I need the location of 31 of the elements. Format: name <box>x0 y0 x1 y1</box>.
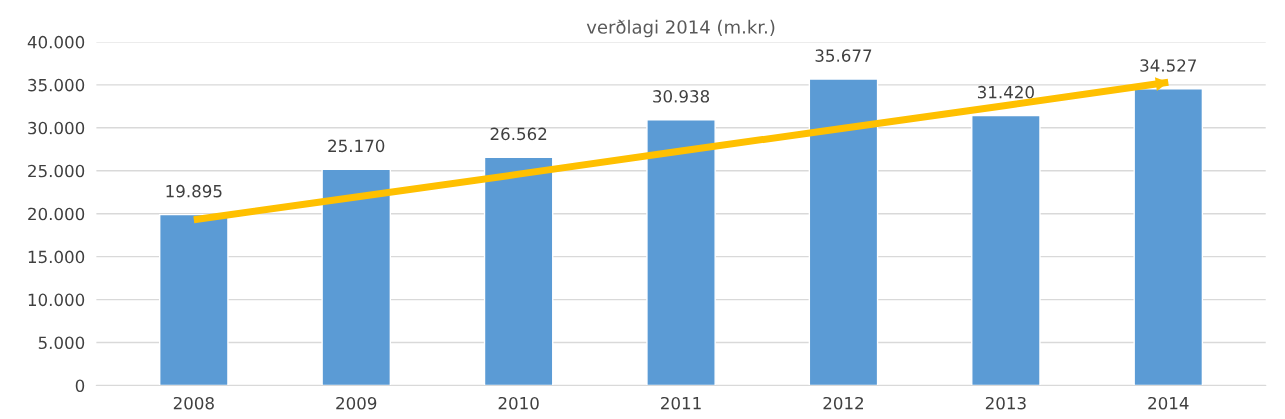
chart-title: verðlagi 2014 (m.kr.) <box>586 19 775 38</box>
bar <box>1133 88 1204 386</box>
x-tick-label: 2009 <box>336 396 377 410</box>
x-tick-label: 2010 <box>498 396 539 410</box>
data-label: 35.677 <box>815 49 872 62</box>
x-tick-label: 2008 <box>173 396 214 410</box>
data-label: 30.938 <box>653 90 710 103</box>
bar <box>321 168 392 386</box>
data-label: 31.420 <box>977 85 1034 99</box>
y-tick-label: 25.000 <box>28 164 85 178</box>
bar <box>483 156 554 386</box>
y-tick-label: 0 <box>75 379 85 393</box>
data-label: 34.527 <box>1140 59 1197 72</box>
bar <box>159 213 229 386</box>
y-tick-label: 10.000 <box>28 293 85 307</box>
x-tick-label: 2011 <box>661 396 701 410</box>
y-tick-label: 20.000 <box>28 207 85 221</box>
data-label: 25.170 <box>328 139 385 153</box>
x-tick-label: 2012 <box>823 396 863 410</box>
y-tick-label: 40.000 <box>27 35 85 49</box>
data-label: 26.562 <box>490 127 547 141</box>
bar <box>808 78 879 386</box>
y-tick-label: 5.000 <box>38 336 85 350</box>
y-tick-label: 30.000 <box>28 121 85 135</box>
y-tick-label: 35.000 <box>28 78 85 92</box>
bar <box>971 114 1041 386</box>
data-label: 19.895 <box>166 184 222 198</box>
bar <box>646 119 716 386</box>
x-tick-label: 2013 <box>985 396 1026 410</box>
y-tick-label: 15.000 <box>28 250 85 264</box>
x-tick-label: 2014 <box>1148 396 1189 410</box>
